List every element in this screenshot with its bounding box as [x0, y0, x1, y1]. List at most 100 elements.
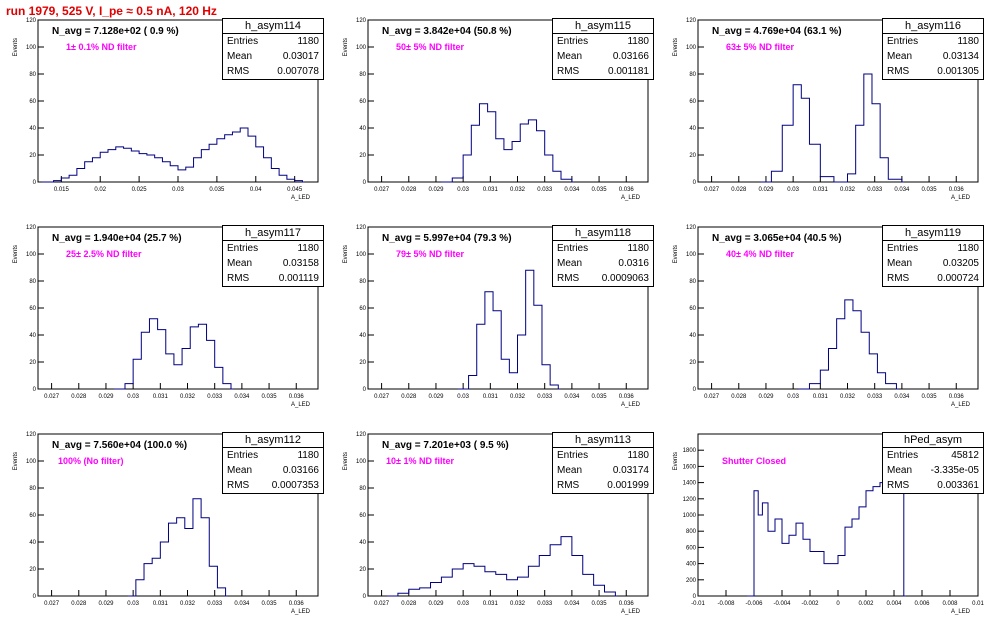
- entries-label: Entries: [227, 243, 259, 254]
- histogram-panel-h-asym116: 0 20 40 60 80 100 120 0.027 0.028 0.029 0.03 0.031 0…: [668, 18, 986, 218]
- histogram-name: h_asym116: [883, 19, 983, 34]
- x-tick-label: 0.032: [840, 394, 856, 400]
- x-tick-label: 0.032: [840, 187, 856, 193]
- y-tick-label: 80: [29, 279, 36, 285]
- x-tick-label: 0.034: [234, 394, 250, 400]
- filter-label: Shutter Closed: [722, 456, 787, 466]
- histogram-name: h_asym115: [553, 19, 653, 34]
- x-tick-label: 0.035: [592, 187, 608, 193]
- x-tick-label: 0.029: [98, 601, 114, 607]
- y-tick-label: 120: [26, 225, 37, 231]
- stats-box: hPed_asym Entries 45812 Mean -3.335e-05 RM…: [882, 432, 984, 494]
- histogram-name: h_asym119: [883, 226, 983, 241]
- x-tick-label: 0.015: [54, 187, 70, 193]
- y-tick-label: 100: [26, 252, 37, 258]
- y-tick-label: 60: [29, 513, 36, 519]
- x-tick-label: 0.031: [483, 394, 499, 400]
- entries-value: 1180: [627, 36, 649, 47]
- x-tick-label: 0.031: [483, 601, 499, 607]
- x-tick-label: 0.03: [457, 394, 469, 400]
- x-tick-label: 0.032: [510, 601, 526, 607]
- rms-label: RMS: [227, 66, 250, 77]
- x-tick-label: 0.033: [867, 394, 883, 400]
- x-tick-label: 0.028: [71, 394, 87, 400]
- mean-label: Mean: [227, 51, 253, 62]
- x-axis-label: A_LED: [621, 402, 641, 408]
- y-tick-label: 0: [693, 594, 697, 600]
- run-title: run 1979, 525 V, I_pe ≈ 0.5 nA, 120 Hz: [6, 4, 217, 18]
- stats-box: h_asym112 Entries 1180 Mean 0.03166 RMS 0.0…: [222, 432, 324, 494]
- n-avg-label: N_avg = 7.128e+02 ( 0.9 %): [52, 26, 179, 37]
- filter-label: 50± 5% ND filter: [396, 42, 464, 52]
- entries-value: 1180: [957, 243, 979, 254]
- x-tick-label: 0.035: [209, 187, 225, 193]
- x-tick-label: -0.01: [691, 601, 705, 607]
- x-tick-label: 0.004: [886, 601, 902, 607]
- y-tick-label: 1800: [683, 448, 697, 454]
- mean-value: 0.03166: [282, 465, 319, 476]
- y-tick-label: 120: [686, 18, 697, 24]
- rms-label: RMS: [887, 480, 910, 491]
- rms-value: 0.001119: [278, 273, 319, 284]
- n-avg-label: N_avg = 4.769e+04 (63.1 %): [712, 26, 842, 37]
- y-tick-label: 20: [689, 360, 696, 366]
- x-tick-label: 0.035: [922, 187, 938, 193]
- y-tick-label: 800: [686, 529, 697, 535]
- x-tick-label: 0.035: [592, 394, 608, 400]
- y-tick-label: 100: [26, 45, 37, 51]
- histogram-name: h_asym113: [553, 433, 653, 448]
- y-tick-label: 100: [356, 45, 367, 51]
- histogram-panel-h-asym117: 0 20 40 60 80 100 120 0.027 0.028 0.029 0.03 0.031 0…: [8, 225, 326, 425]
- y-tick-label: 40: [689, 333, 696, 339]
- y-tick-label: 200: [686, 578, 697, 584]
- x-tick-label: 0.027: [704, 187, 720, 193]
- x-tick-label: 0: [836, 601, 840, 607]
- filter-label: 100% (No filter): [58, 456, 124, 466]
- entries-value: 1180: [297, 243, 319, 254]
- entries-value: 1180: [297, 450, 319, 461]
- x-tick-label: 0.028: [401, 394, 417, 400]
- histogram-panel-h-asym113: 0 20 40 60 80 100 120 0.027 0.028 0.029 0.03 0.031 0…: [338, 432, 656, 632]
- rms-value: 0.001999: [607, 480, 649, 491]
- y-tick-label: 0: [363, 180, 367, 186]
- x-tick-label: 0.03: [127, 394, 139, 400]
- y-tick-label: 60: [29, 99, 36, 105]
- x-tick-label: 0.03: [457, 601, 469, 607]
- y-tick-label: 20: [689, 153, 696, 159]
- y-tick-label: 60: [359, 99, 366, 105]
- y-tick-label: 100: [356, 252, 367, 258]
- x-axis-label: A_LED: [621, 609, 641, 615]
- x-tick-label: 0.035: [262, 601, 278, 607]
- y-tick-label: 120: [26, 432, 37, 438]
- histogram-series: [457, 269, 561, 390]
- rms-value: 0.001181: [608, 66, 649, 77]
- mean-value: 0.03158: [282, 258, 319, 269]
- n-avg-label: N_avg = 7.201e+03 ( 9.5 %): [382, 440, 509, 451]
- y-tick-label: 100: [686, 45, 697, 51]
- y-tick-label: 20: [359, 360, 366, 366]
- y-tick-label: 0: [363, 594, 367, 600]
- y-axis-label: Events: [343, 245, 349, 263]
- histogram-series: [41, 127, 305, 183]
- y-tick-label: 80: [359, 279, 366, 285]
- y-tick-label: 20: [359, 567, 366, 573]
- y-tick-label: 40: [29, 126, 36, 132]
- y-tick-label: 0: [33, 594, 37, 600]
- entries-value: 1180: [627, 243, 649, 254]
- y-tick-label: 40: [29, 333, 36, 339]
- y-tick-label: 0: [363, 387, 367, 393]
- histogram-name: h_asym114: [223, 19, 323, 34]
- n-avg-label: N_avg = 5.997e+04 (79.3 %): [382, 233, 512, 244]
- x-tick-label: 0.036: [289, 394, 305, 400]
- y-tick-label: 0: [33, 180, 37, 186]
- x-tick-label: 0.033: [537, 187, 553, 193]
- n-avg-label: N_avg = 3.842e+04 (50.8 %): [382, 26, 512, 37]
- stats-box: h_asym113 Entries 1180 Mean 0.03174 RMS 0.0…: [552, 432, 654, 494]
- x-tick-label: 0.029: [758, 187, 774, 193]
- histogram-series: [798, 299, 899, 390]
- filter-label: 25± 2.5% ND filter: [66, 249, 142, 259]
- y-axis-label: Events: [673, 38, 679, 56]
- x-tick-label: 0.036: [289, 601, 305, 607]
- x-tick-label: 0.006: [914, 601, 930, 607]
- y-tick-label: 20: [359, 153, 366, 159]
